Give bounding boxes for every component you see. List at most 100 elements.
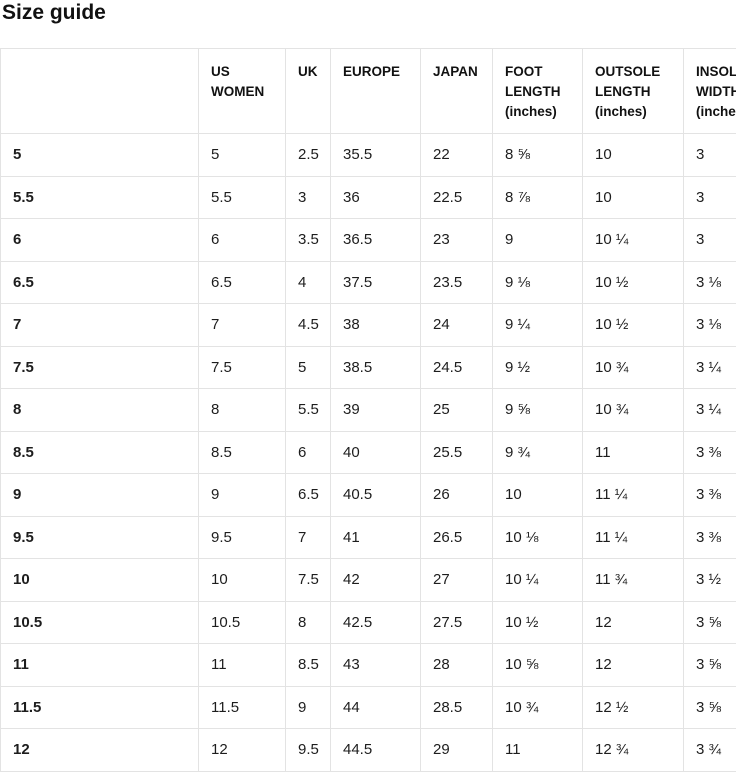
table-cell-japan: 29 — [421, 729, 493, 772]
row-size-label: 6.5 — [1, 261, 199, 304]
table-cell-us-women: 7 — [199, 304, 286, 347]
column-header-outsole-length: OUTSOLE LENGTH (inches) — [583, 49, 684, 134]
table-cell-insole-width: 3 — [684, 134, 736, 177]
row-size-label: 8.5 — [1, 431, 199, 474]
table-cell-europe: 42 — [331, 559, 421, 602]
table-cell-japan: 22 — [421, 134, 493, 177]
table-cell-us-women: 7.5 — [199, 346, 286, 389]
table-cell-foot-length: 9 ¼ — [493, 304, 583, 347]
table-cell-europe: 44 — [331, 686, 421, 729]
table-cell-japan: 22.5 — [421, 176, 493, 219]
table-cell-us-women: 10 — [199, 559, 286, 602]
table-cell-foot-length: 8 ⅝ — [493, 134, 583, 177]
table-cell-outsole-length: 10 — [583, 134, 684, 177]
table-cell-insole-width: 3 ⅜ — [684, 516, 736, 559]
table-cell-uk: 4 — [286, 261, 331, 304]
table-cell-us-women: 8.5 — [199, 431, 286, 474]
table-cell-foot-length: 9 ¾ — [493, 431, 583, 474]
table-cell-us-women: 6.5 — [199, 261, 286, 304]
table-cell-foot-length: 9 ⅛ — [493, 261, 583, 304]
table-cell-foot-length: 10 ½ — [493, 601, 583, 644]
table-cell-uk: 5.5 — [286, 389, 331, 432]
table-cell-uk: 7.5 — [286, 559, 331, 602]
table-cell-japan: 26.5 — [421, 516, 493, 559]
table-cell-europe: 38.5 — [331, 346, 421, 389]
table-cell-foot-length: 10 — [493, 474, 583, 517]
table-cell-foot-length: 10 ¾ — [493, 686, 583, 729]
table-cell-us-women: 9 — [199, 474, 286, 517]
table-cell-japan: 24.5 — [421, 346, 493, 389]
table-cell-europe: 37.5 — [331, 261, 421, 304]
column-header-size — [1, 49, 199, 134]
table-cell-us-women: 8 — [199, 389, 286, 432]
table-cell-us-women: 9.5 — [199, 516, 286, 559]
table-cell-uk: 5 — [286, 346, 331, 389]
table-cell-uk: 3.5 — [286, 219, 331, 262]
table-cell-japan: 28.5 — [421, 686, 493, 729]
table-cell-japan: 24 — [421, 304, 493, 347]
table-cell-europe: 38 — [331, 304, 421, 347]
table-cell-insole-width: 3 ⅝ — [684, 644, 736, 687]
row-size-label: 5.5 — [1, 176, 199, 219]
table-cell-outsole-length: 12 ¾ — [583, 729, 684, 772]
table-cell-outsole-length: 12 — [583, 644, 684, 687]
table-cell-foot-length: 9 — [493, 219, 583, 262]
table-cell-japan: 25.5 — [421, 431, 493, 474]
table-cell-us-women: 11.5 — [199, 686, 286, 729]
table-cell-europe: 39 — [331, 389, 421, 432]
table-cell-europe: 41 — [331, 516, 421, 559]
table-cell-us-women: 10.5 — [199, 601, 286, 644]
row-size-label: 5 — [1, 134, 199, 177]
table-cell-japan: 27.5 — [421, 601, 493, 644]
table-cell-insole-width: 3 ⅜ — [684, 431, 736, 474]
row-size-label: 6 — [1, 219, 199, 262]
table-cell-europe: 43 — [331, 644, 421, 687]
table-cell-outsole-length: 12 ½ — [583, 686, 684, 729]
page-title: Size guide — [0, 0, 736, 24]
table-cell-outsole-length: 10 ½ — [583, 261, 684, 304]
table-cell-outsole-length: 10 — [583, 176, 684, 219]
row-size-label: 9 — [1, 474, 199, 517]
table-cell-us-women: 5.5 — [199, 176, 286, 219]
column-header-insole-width: INSOLE WIDTH (inches) — [684, 49, 736, 134]
table-cell-japan: 26 — [421, 474, 493, 517]
row-size-label: 11 — [1, 644, 199, 687]
table-cell-outsole-length: 12 — [583, 601, 684, 644]
table-cell-uk: 4.5 — [286, 304, 331, 347]
table-cell-uk: 2.5 — [286, 134, 331, 177]
table-cell-outsole-length: 10 ½ — [583, 304, 684, 347]
table-cell-uk: 8 — [286, 601, 331, 644]
table-cell-outsole-length: 10 ¾ — [583, 389, 684, 432]
row-size-label: 10.5 — [1, 601, 199, 644]
table-cell-europe: 40 — [331, 431, 421, 474]
table-cell-japan: 23.5 — [421, 261, 493, 304]
table-cell-europe: 36.5 — [331, 219, 421, 262]
column-header-foot-length: FOOT LENGTH (inches) — [493, 49, 583, 134]
table-cell-foot-length: 9 ½ — [493, 346, 583, 389]
table-cell-insole-width: 3 — [684, 219, 736, 262]
table-cell-japan: 23 — [421, 219, 493, 262]
table-cell-us-women: 6 — [199, 219, 286, 262]
table-cell-uk: 3 — [286, 176, 331, 219]
table-cell-uk: 6 — [286, 431, 331, 474]
table-cell-uk: 9 — [286, 686, 331, 729]
table-cell-foot-length: 10 ⅝ — [493, 644, 583, 687]
table-cell-uk: 7 — [286, 516, 331, 559]
table-cell-outsole-length: 11 ¼ — [583, 516, 684, 559]
table-cell-uk: 9.5 — [286, 729, 331, 772]
row-size-label: 12 — [1, 729, 199, 772]
